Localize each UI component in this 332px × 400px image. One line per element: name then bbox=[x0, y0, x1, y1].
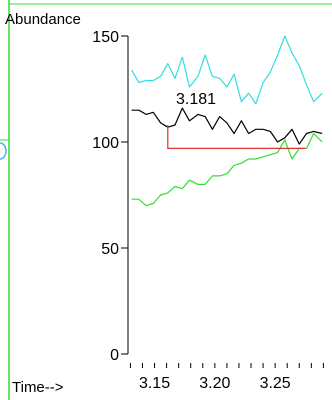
peak-annotation: 3.181 bbox=[176, 91, 216, 108]
integration-baseline bbox=[167, 125, 306, 149]
x-tick-label: 3.25 bbox=[260, 375, 291, 392]
series-line-1 bbox=[131, 35, 323, 105]
y-axis-label: Abundance bbox=[5, 11, 81, 28]
y-tick-label: 100 bbox=[92, 135, 119, 152]
x-axis-label: Time--> bbox=[12, 379, 64, 396]
y-tick-label: 150 bbox=[92, 29, 119, 46]
y-tick-label: 0 bbox=[110, 347, 119, 364]
x-tick-label: 3.15 bbox=[139, 375, 170, 392]
y-tick-label: 50 bbox=[101, 241, 119, 258]
series-line-2 bbox=[131, 107, 323, 145]
side-circle bbox=[0, 142, 7, 160]
x-tick-label: 3.20 bbox=[199, 375, 230, 392]
series-line-3 bbox=[131, 132, 323, 207]
